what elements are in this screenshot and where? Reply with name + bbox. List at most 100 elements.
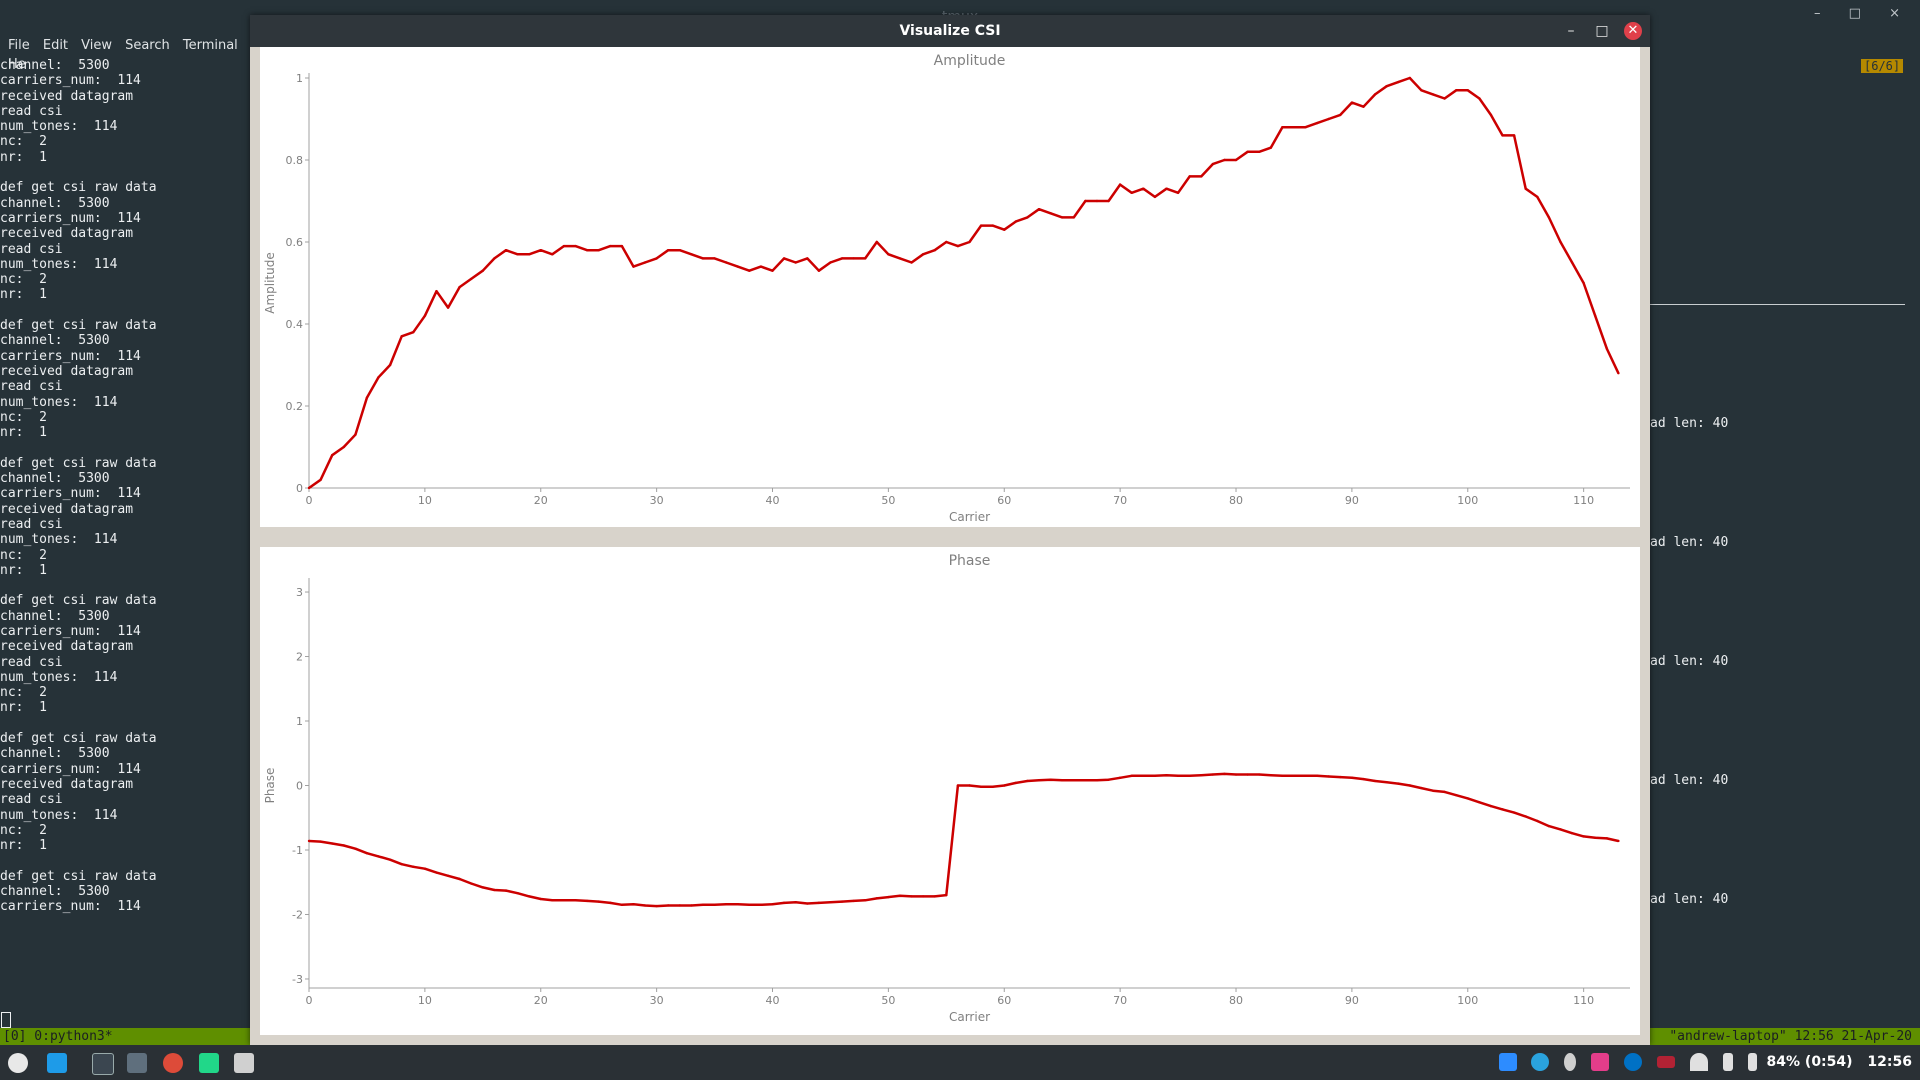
data-point	[1211, 773, 1215, 776]
data-point	[864, 899, 867, 902]
menu-terminal[interactable]: Terminal	[182, 38, 238, 53]
close-button[interactable]: ×	[1889, 6, 1900, 21]
maximize-button[interactable]: □	[1848, 6, 1861, 21]
data-point	[1269, 773, 1272, 777]
battery-icon[interactable]	[1747, 1053, 1757, 1071]
data-point	[435, 290, 438, 293]
data-point	[1350, 776, 1354, 779]
data-point	[620, 903, 624, 907]
menu-search[interactable]: Search	[125, 38, 170, 53]
telegram-icon[interactable]	[1531, 1053, 1550, 1071]
data-point	[620, 244, 624, 248]
data-point	[713, 257, 716, 260]
data-point	[655, 904, 658, 908]
data-point	[597, 900, 600, 903]
data-point	[979, 224, 983, 227]
desktop-icon[interactable]	[47, 1053, 67, 1073]
maximize-button[interactable]: □	[1595, 23, 1609, 39]
minimize-button[interactable]: –	[1567, 23, 1575, 39]
terminal-line: def get csi raw data	[0, 318, 157, 334]
y-tick-label: 0.6	[286, 236, 304, 249]
terminal-line: num_tones: 114	[0, 394, 118, 410]
data-point	[933, 895, 936, 898]
terminal-line: def get csi raw data	[0, 593, 157, 609]
close-button[interactable]: ✕	[1624, 22, 1642, 40]
data-point	[365, 852, 369, 855]
data-point	[1373, 93, 1377, 96]
app-menu-icon[interactable]	[8, 1053, 28, 1073]
file-manager-icon[interactable]	[127, 1053, 147, 1073]
y-tick-label: -1	[292, 844, 303, 857]
right-pane-line: ad len: 40	[1650, 773, 1729, 788]
x-tick-label: 0	[306, 994, 313, 1007]
data-point	[1014, 781, 1018, 785]
data-point	[1003, 228, 1006, 231]
data-point	[875, 897, 878, 900]
terminal-line: read csi	[0, 792, 63, 808]
jetbrains-toolbox-icon[interactable]	[1591, 1053, 1610, 1071]
window-titlebar[interactable]: Visualize CSI – □ ✕	[250, 15, 1650, 47]
tmux-window-indicator: [6/6]	[1861, 59, 1904, 73]
data-point	[365, 396, 369, 399]
data-point	[597, 249, 600, 252]
data-point	[852, 257, 855, 260]
terminal-line: nc: 2	[0, 409, 47, 425]
data-point	[527, 895, 531, 898]
intel-icon[interactable]	[1624, 1053, 1643, 1071]
visualize-csi-app-icon[interactable]	[234, 1053, 254, 1073]
visualize-csi-window[interactable]: Visualize CSI – □ ✕ Amplitude 0 10 20 30 40 50…	[250, 15, 1650, 1045]
data-point	[388, 363, 392, 367]
zoom-icon[interactable]	[1498, 1053, 1517, 1071]
terminal-line: channel: 5300	[0, 58, 110, 73]
system-tray: 84% (0:54) 12:56	[1489, 1045, 1912, 1080]
data-point	[1408, 784, 1412, 787]
data-point	[643, 904, 647, 907]
terminal-app-icon[interactable]	[92, 1053, 114, 1075]
data-point	[1014, 220, 1018, 223]
clock[interactable]: 12:56	[1867, 1054, 1912, 1070]
us-flag-icon[interactable]	[1656, 1056, 1675, 1068]
data-point	[1397, 80, 1400, 84]
minimize-button[interactable]: –	[1814, 6, 1821, 21]
data-point	[898, 257, 902, 260]
data-point	[1594, 836, 1597, 839]
data-point	[1489, 113, 1493, 117]
terminal-line: num_tones: 114	[0, 807, 118, 823]
data-point	[388, 858, 392, 861]
chrome-icon[interactable]	[163, 1053, 183, 1073]
x-tick-label: 60	[997, 494, 1011, 507]
menu-file[interactable]: File	[8, 38, 30, 53]
terminal-line: def get csi raw data	[0, 455, 157, 471]
data-point	[956, 784, 960, 787]
location-icon[interactable]	[1564, 1053, 1577, 1071]
data-point	[354, 847, 357, 850]
data-point	[574, 244, 577, 248]
data-point	[1257, 773, 1261, 776]
data-point	[806, 257, 809, 260]
menu-help[interactable]: He	[8, 57, 26, 72]
data-point	[1350, 101, 1354, 104]
terminal-output[interactable]: channel: 5300 carriers_num: 114 received d…	[0, 58, 250, 915]
data-point	[1420, 89, 1423, 92]
data-point	[1420, 786, 1423, 790]
music-icon[interactable]	[1722, 1053, 1733, 1071]
wifi-icon[interactable]	[1689, 1053, 1708, 1071]
data-point	[412, 331, 415, 334]
y-tick-label: 1	[296, 715, 303, 728]
data-point	[678, 249, 682, 252]
terminal-line: carriers_num: 114	[0, 348, 141, 364]
data-point	[1617, 372, 1620, 375]
menu-view[interactable]: View	[81, 38, 112, 53]
data-point	[1570, 832, 1574, 835]
y-tick-label: 0	[296, 780, 303, 793]
data-point	[307, 486, 311, 490]
data-point	[1026, 779, 1029, 783]
data-point	[1385, 85, 1388, 88]
pycharm-icon[interactable]	[199, 1053, 219, 1073]
terminal-line	[0, 440, 250, 455]
menu-edit[interactable]: Edit	[42, 38, 69, 53]
data-point	[887, 895, 890, 899]
x-tick-label: 10	[418, 494, 432, 507]
battery-status[interactable]: 84% (0:54)	[1766, 1054, 1853, 1070]
data-point	[1478, 97, 1481, 100]
